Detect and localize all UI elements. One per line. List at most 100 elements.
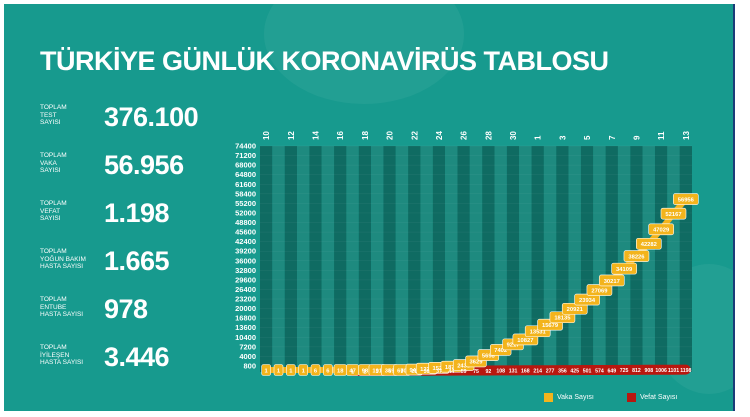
chart-column — [679, 146, 692, 372]
death-data-label: 574 — [595, 368, 604, 374]
death-data-label: 1101 — [668, 368, 679, 374]
death-data-label: 725 — [620, 368, 629, 374]
death-data-label: 37 — [436, 369, 442, 375]
x-tick-label: 18 — [361, 131, 370, 140]
death-data-label: 4 — [388, 369, 391, 375]
case-point — [611, 262, 637, 275]
legend-label-cases: Vaka Sayısı — [557, 394, 594, 401]
stat-label-line: VEFAT — [40, 207, 61, 215]
case-point — [273, 364, 284, 376]
chart-column — [358, 146, 372, 372]
death-data-label: 1198 — [680, 368, 691, 374]
death-data-label: 108 — [496, 369, 505, 375]
case-data-label: 52167 — [665, 212, 681, 218]
case-data-label: 23934 — [579, 298, 596, 304]
case-point — [623, 250, 650, 262]
stat-label: TOPLAM ENTUBE HASTA SAYISI — [40, 296, 102, 319]
stat-value: 3.446 — [104, 342, 170, 372]
frame-edge — [733, 4, 735, 411]
case-data-label: 56956 — [678, 197, 695, 203]
stat-label-line: HASTA SAYISI — [40, 359, 84, 366]
death-data-label: 3 — [376, 369, 379, 375]
stat-label: TOPLAM VEFAT SAYISI — [40, 200, 102, 223]
case-point — [298, 364, 309, 376]
stat-label: TOPLAM TEST SAYISI — [40, 104, 102, 127]
y-tick-label: 10400 — [235, 333, 256, 342]
y-tick-label: 20000 — [235, 304, 256, 313]
case-data-label: 27069 — [591, 288, 608, 294]
case-point — [635, 237, 662, 250]
case-data-label: 1 — [265, 368, 269, 374]
case-data-label: 191 — [372, 368, 382, 374]
y-tick-label: 16800 — [235, 314, 256, 323]
case-point — [598, 274, 625, 287]
death-data-label: 277 — [546, 369, 555, 375]
y-tick-label: 64800 — [235, 170, 256, 179]
case-data-label: 9217 — [507, 343, 520, 349]
y-tick-label: 13600 — [235, 323, 256, 332]
stat-value: 1.198 — [104, 198, 170, 228]
case-point — [673, 193, 699, 205]
stat-label-line: SAYISI — [40, 119, 61, 126]
y-tick-label: 23200 — [235, 295, 256, 304]
death-data-label: 425 — [570, 368, 579, 374]
case-point — [660, 207, 687, 220]
stat-label-line: HASTA SAYISI — [40, 311, 84, 318]
x-tick-label: 13 — [682, 131, 691, 140]
chart-column — [371, 146, 384, 372]
case-data-label: 1872 — [445, 365, 458, 371]
chart-column — [395, 146, 409, 372]
stat-label-line: ENTUBE — [40, 303, 67, 311]
case-data-label: 47029 — [653, 228, 670, 234]
case-data-label: 10827 — [517, 338, 533, 344]
stat-label-line: TOPLAM — [40, 248, 67, 255]
chart-column — [531, 146, 544, 372]
y-tick-label: 61600 — [235, 180, 256, 189]
stat-label: TOPLAM YOĞUN BAKIM HASTA SAYISI — [40, 248, 102, 271]
chart-column — [260, 146, 273, 372]
y-tick-label: 71200 — [235, 151, 256, 160]
death-data-label: 649 — [607, 368, 616, 374]
case-data-label: 1 — [302, 368, 306, 374]
chart-column — [494, 146, 507, 372]
chart-column — [543, 146, 557, 372]
x-tick-label: 16 — [336, 131, 345, 140]
case-point — [310, 364, 321, 376]
case-point — [261, 364, 271, 376]
case-data-label: 15679 — [542, 323, 559, 329]
chart-column — [580, 146, 594, 372]
case-data-label: 359 — [385, 368, 395, 374]
chart-column — [667, 146, 680, 372]
infographic-panel: TÜRKİYE GÜNLÜK KORONAVİRÜS TABLOSU TOPLA… — [4, 4, 735, 411]
legend-swatch-cases — [544, 393, 553, 402]
case-data-label: 947 — [409, 368, 419, 374]
case-data-label: 47 — [349, 368, 355, 374]
x-tick-label: 11 — [657, 131, 666, 140]
x-tick-label: 10 — [262, 131, 271, 140]
case-data-label: 38226 — [628, 254, 645, 260]
case-point — [323, 364, 333, 376]
x-tick-label: 3 — [558, 135, 567, 140]
death-data-label: 30 — [424, 369, 430, 375]
death-data-label: 501 — [583, 368, 592, 374]
x-tick-label: 1 — [534, 135, 543, 140]
y-tick-label: 68000 — [235, 161, 256, 170]
chart-column — [457, 146, 470, 372]
death-data-label: 44 — [448, 369, 454, 375]
case-data-label: 1 — [289, 368, 293, 374]
y-tick-label: 32800 — [235, 266, 256, 275]
case-data-label: 42282 — [641, 242, 657, 248]
y-tick-label: 4000 — [239, 352, 256, 361]
stat-label-line: İYİLEŞEN — [40, 351, 70, 359]
death-data-label: 75 — [473, 369, 479, 375]
legend-item-cases: Vaka Sayısı — [544, 393, 594, 402]
case-data-label: 1236 — [420, 367, 434, 373]
death-data-label: 812 — [632, 368, 641, 374]
chart-column — [445, 146, 458, 372]
chart-column — [568, 146, 581, 372]
death-data-label: 92 — [485, 369, 491, 375]
case-data-label: 6 — [326, 368, 330, 374]
chart-column — [432, 146, 446, 372]
stat-label-line: VAKA — [40, 159, 57, 167]
chart-column — [334, 146, 347, 372]
